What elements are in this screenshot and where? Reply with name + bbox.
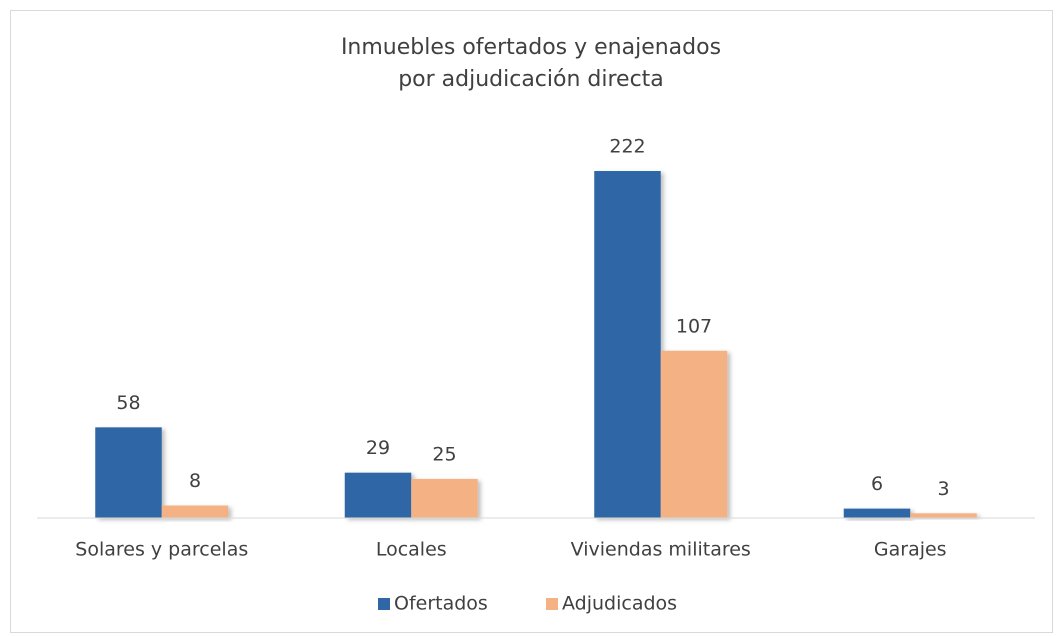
x-tick-label: Locales (376, 539, 447, 561)
legend-swatch (378, 598, 390, 610)
data-label: 222 (609, 136, 645, 158)
chart-title: Inmuebles ofertados y enajenados (341, 35, 721, 60)
bar (594, 171, 661, 518)
x-tick-label: Garajes (874, 539, 947, 561)
bar (411, 478, 478, 518)
bar (161, 505, 229, 518)
legend-swatch (546, 598, 558, 610)
data-label: 6 (871, 473, 883, 495)
data-label: 8 (189, 470, 201, 492)
bar (910, 513, 977, 518)
bar (660, 350, 728, 518)
data-label: 3 (937, 478, 949, 500)
bar (344, 472, 412, 518)
x-tick-label: Viviendas militares (571, 539, 751, 561)
chart-frame (10, 10, 1053, 633)
data-label: 25 (432, 443, 456, 465)
data-label: 58 (116, 392, 140, 414)
chart-title: por adjudicación directa (398, 67, 664, 92)
legend-label: Adjudicados (562, 593, 677, 615)
bar (843, 508, 911, 518)
bar (95, 427, 162, 518)
data-label: 29 (366, 437, 390, 459)
legend-label: Ofertados (394, 593, 488, 615)
data-label: 107 (676, 315, 712, 337)
x-tick-label: Solares y parcelas (75, 539, 248, 561)
